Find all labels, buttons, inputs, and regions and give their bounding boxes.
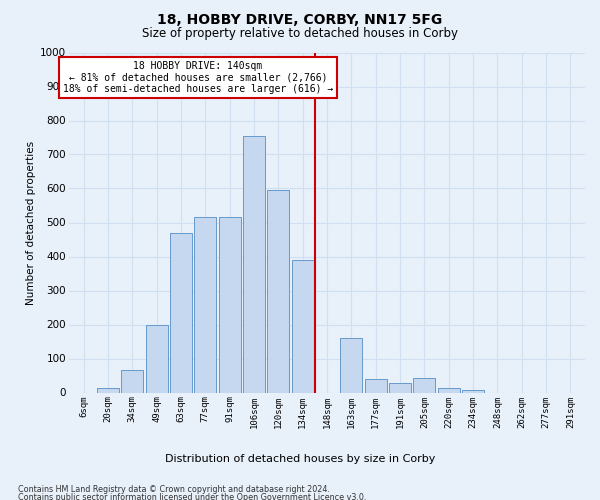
Bar — [438, 388, 460, 392]
Bar — [268, 190, 289, 392]
Text: Contains HM Land Registry data © Crown copyright and database right 2024.: Contains HM Land Registry data © Crown c… — [18, 485, 330, 494]
Bar — [340, 338, 362, 392]
Bar — [97, 388, 119, 392]
Text: 18, HOBBY DRIVE, CORBY, NN17 5FG: 18, HOBBY DRIVE, CORBY, NN17 5FG — [157, 12, 443, 26]
Bar — [365, 379, 386, 392]
Bar — [243, 136, 265, 392]
Bar — [292, 260, 314, 392]
Bar — [413, 378, 436, 392]
Text: Distribution of detached houses by size in Corby: Distribution of detached houses by size … — [165, 454, 435, 464]
Y-axis label: Number of detached properties: Number of detached properties — [26, 140, 36, 304]
Bar — [389, 384, 411, 392]
Bar — [170, 232, 192, 392]
Text: Size of property relative to detached houses in Corby: Size of property relative to detached ho… — [142, 28, 458, 40]
Bar — [462, 390, 484, 392]
Text: Contains public sector information licensed under the Open Government Licence v3: Contains public sector information licen… — [18, 493, 367, 500]
Bar — [194, 218, 216, 392]
Bar — [121, 370, 143, 392]
Text: 18 HOBBY DRIVE: 140sqm
← 81% of detached houses are smaller (2,766)
18% of semi-: 18 HOBBY DRIVE: 140sqm ← 81% of detached… — [63, 61, 333, 94]
Bar — [218, 218, 241, 392]
Bar — [146, 324, 167, 392]
